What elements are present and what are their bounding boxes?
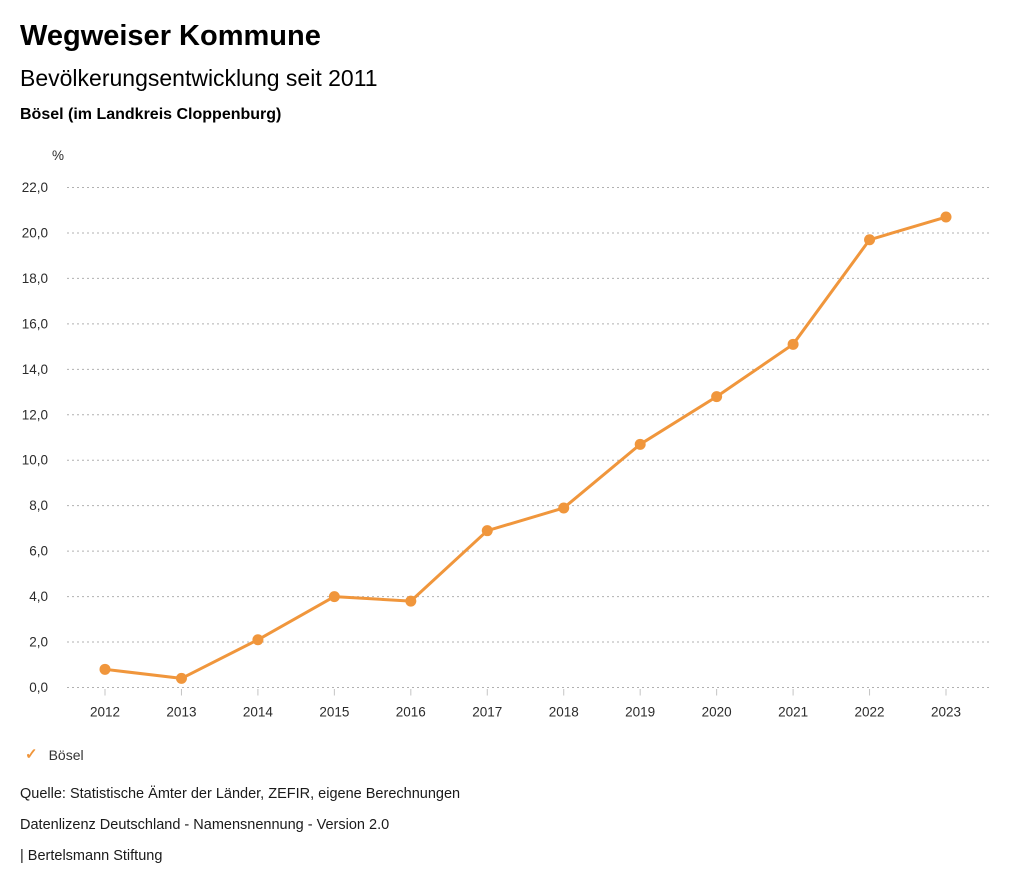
line-chart: % 0,0 2,0 4,0 6,0 8,0 10,0 12,0 14,0 16,0 18,0 20,0… [0, 140, 1024, 735]
x-axis-tick-label: 2014 [243, 705, 274, 720]
data-point-2015[interactable] [328, 591, 340, 603]
data-point-2021[interactable] [787, 338, 799, 350]
chart-canvas: % 0,0 2,0 4,0 6,0 8,0 10,0 12,0 14,0 16,0 18,0 20,0… [22, 148, 990, 720]
x-axis-tick-label: 2017 [472, 705, 502, 720]
y-axis-tick-label: 22,0 [22, 180, 48, 195]
data-point-2019[interactable] [634, 438, 646, 450]
data-point-2017[interactable] [481, 525, 493, 537]
data-point-2020[interactable] [711, 391, 723, 403]
license-note: Datenlizenz Deutschland - Namensnennung … [20, 817, 390, 833]
x-axis-tick-label: 2018 [549, 705, 579, 720]
y-axis-tick-label: 4,0 [29, 589, 48, 604]
chart-title: Bevölkerungsentwicklung seit 2011 [20, 65, 378, 91]
y-axis-tick-label: 14,0 [22, 362, 48, 377]
source-note: Quelle: Statistische Ämter der Länder, Z… [20, 786, 461, 802]
x-axis-tick-label: 2012 [90, 705, 120, 720]
x-axis-tick-label: 2020 [702, 705, 732, 720]
y-axis-tick-label: 12,0 [22, 407, 48, 422]
data-point-2012[interactable] [99, 663, 111, 675]
attribution-note: | Bertelsmann Stiftung [20, 848, 163, 864]
checkmark-icon: ✓ [25, 746, 38, 763]
series-line-bösel [103, 215, 948, 680]
page-title: Wegweiser Kommune [20, 20, 321, 52]
y-axis-tick-label: 2,0 [29, 635, 48, 650]
x-axis-tick-label: 2019 [625, 705, 655, 720]
data-point-2013[interactable] [175, 672, 187, 684]
data-point-2014[interactable] [252, 634, 264, 646]
x-axis-tick-label: 2016 [396, 705, 426, 720]
x-axis-tick-label: 2023 [931, 705, 961, 720]
y-axis-tick-label: 20,0 [22, 225, 48, 240]
y-axis-tick-label: 18,0 [22, 271, 48, 286]
y-axis-tick-label: 6,0 [29, 544, 48, 559]
legend-item-boesel[interactable]: ✓ Bösel [25, 746, 84, 764]
chart-region-subtitle: Bösel (im Landkreis Cloppenburg) [20, 106, 282, 123]
data-point-2018[interactable] [558, 502, 570, 514]
y-axis-tick-label: 0,0 [29, 680, 48, 695]
x-axis-tick-label: 2015 [319, 705, 349, 720]
y-axis-tick-label: 10,0 [22, 453, 48, 468]
data-point-2016[interactable] [405, 595, 417, 607]
data-point-2022[interactable] [864, 234, 876, 246]
x-axis-tick-label: 2013 [166, 705, 196, 720]
y-axis-tick-label: 8,0 [29, 498, 48, 513]
x-axis-tick-label: 2021 [778, 705, 808, 720]
y-axis-tick-label: 16,0 [22, 316, 48, 331]
legend: ✓ Bösel [25, 745, 84, 765]
legend-label: Bösel [48, 747, 84, 763]
data-point-2023[interactable] [940, 211, 952, 223]
x-axis-tick-label: 2022 [855, 705, 885, 720]
y-axis-unit-label: % [52, 148, 64, 163]
